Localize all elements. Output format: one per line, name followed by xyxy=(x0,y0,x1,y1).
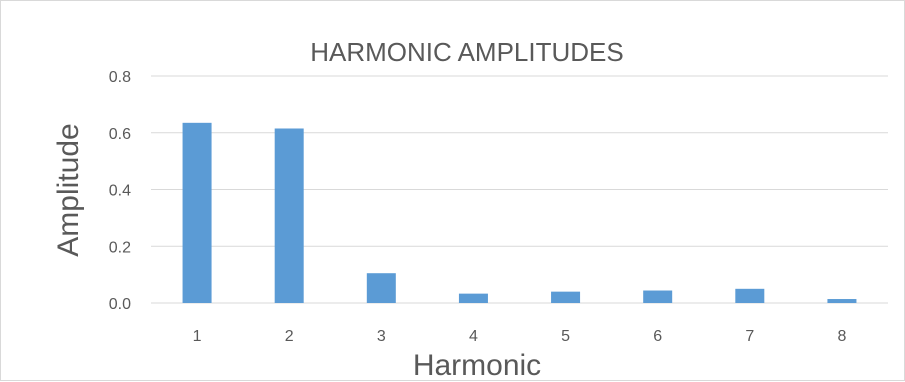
bar-harmonic-3 xyxy=(366,273,396,303)
y-tick-label: 0.4 xyxy=(109,183,131,200)
gridlines xyxy=(151,75,888,304)
x-tick-label: 6 xyxy=(653,328,662,345)
x-tick-label: 7 xyxy=(745,328,754,345)
y-tick-label: 0.2 xyxy=(109,239,131,256)
x-tick-label: 8 xyxy=(837,328,846,345)
x-tick-label: 3 xyxy=(377,328,386,345)
chart-title: HARMONIC AMPLITUDES xyxy=(310,37,624,67)
bar-harmonic-8 xyxy=(827,299,857,303)
bar-harmonic-2 xyxy=(274,128,304,303)
bar-harmonic-5 xyxy=(551,291,581,303)
y-tick-label: 0.0 xyxy=(109,296,131,313)
x-tick-label: 5 xyxy=(561,328,570,345)
x-axis-ticks: 1 2 3 4 5 6 7 8 xyxy=(193,328,847,345)
x-axis-title: Harmonic xyxy=(413,349,541,382)
y-tick-label: 0.8 xyxy=(109,69,131,86)
x-tick-label: 1 xyxy=(193,328,202,345)
y-tick-label: 0.6 xyxy=(109,126,131,143)
bar-harmonic-4 xyxy=(458,293,488,303)
x-tick-label: 4 xyxy=(469,328,478,345)
y-axis-ticks: 0.0 0.2 0.4 0.6 0.8 xyxy=(109,69,131,313)
bar-harmonic-1 xyxy=(182,122,212,303)
x-tick-label: 2 xyxy=(285,328,294,345)
bars xyxy=(182,122,857,303)
bar-harmonic-7 xyxy=(735,288,765,303)
bar-harmonic-6 xyxy=(643,290,673,303)
y-axis-title: Amplitude xyxy=(52,123,85,256)
